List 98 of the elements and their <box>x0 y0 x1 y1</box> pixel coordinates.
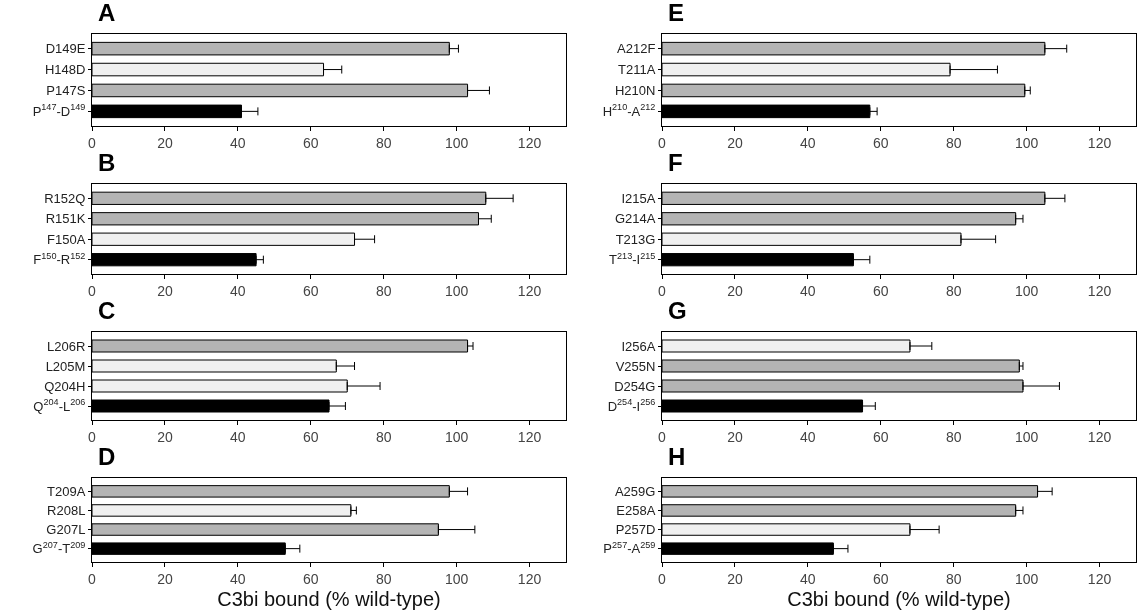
y-tick-label: T$^{213}$-I$^{215}$ <box>609 250 656 268</box>
x-tick-label: 120 <box>1087 428 1112 445</box>
chart-title: A <box>98 0 116 26</box>
x-tick-label: 60 <box>302 428 319 445</box>
x-tick-label: 120 <box>517 570 542 587</box>
x-tick-label: 0 <box>658 282 667 299</box>
x-tick-label: 40 <box>230 570 246 587</box>
x-tick-label: 100 <box>1014 570 1039 587</box>
y-tick-label: H210N <box>614 83 656 98</box>
x-tick-label: 40 <box>230 282 246 299</box>
x-tick-label: 0 <box>88 134 97 151</box>
chart-title: F <box>668 148 683 176</box>
x-tick-label: 120 <box>1087 570 1112 587</box>
x-tick-label: 100 <box>444 134 469 151</box>
y-tick-label: I215A <box>621 190 656 206</box>
x-tick-label: 80 <box>375 282 392 299</box>
x-tick-label: 0 <box>88 570 97 587</box>
y-tick-label: T211A <box>618 62 656 78</box>
x-tick-label: 40 <box>800 134 816 151</box>
y-tick-label: D254G <box>614 378 656 394</box>
y-tick-label: L205M <box>45 358 86 374</box>
y-tick-label: T209A <box>47 483 86 499</box>
chart-title: D <box>98 442 116 470</box>
x-tick-label: 120 <box>517 428 542 445</box>
x-tick-label: 80 <box>375 134 392 151</box>
x-tick-label: 100 <box>444 282 469 299</box>
x-tick-label: 100 <box>1014 134 1039 151</box>
x-tick-label: 40 <box>230 134 246 151</box>
x-tick-label: 40 <box>800 282 816 299</box>
y-tick-label: G207L <box>46 522 86 538</box>
x-axis-title: C3bi bound (% wild-type) <box>787 588 1011 611</box>
y-tick-label: P$^{147}$-D$^{149}$ <box>32 102 86 119</box>
y-tick-label: D$^{254}$-I$^{256}$ <box>607 397 656 414</box>
y-tick-label: H148D <box>44 62 86 78</box>
x-tick-label: 0 <box>658 570 667 587</box>
y-tick-label: F150A <box>47 231 86 247</box>
x-tick-label: 80 <box>945 428 962 445</box>
x-tick-label: 80 <box>945 282 962 299</box>
x-tick-label: 80 <box>945 570 962 587</box>
y-tick-label: D149E <box>45 41 86 57</box>
x-tick-label: 120 <box>1087 282 1112 299</box>
x-tick-label: 20 <box>727 570 743 587</box>
x-tick-label: 100 <box>444 570 469 587</box>
y-tick-label: E258A <box>616 503 656 518</box>
chart-title: C <box>98 296 116 324</box>
y-tick-label: R151K <box>45 211 86 227</box>
y-tick-label: I256A <box>621 338 656 354</box>
x-tick-label: 20 <box>727 428 743 445</box>
y-tick-label: V255N <box>615 358 656 374</box>
x-tick-label: 40 <box>800 570 816 587</box>
x-tick-label: 80 <box>945 134 962 151</box>
y-tick-label: R152Q <box>44 190 86 206</box>
x-tick-label: 20 <box>727 282 743 299</box>
y-tick-label: A259G <box>614 483 656 499</box>
x-tick-label: 120 <box>517 282 542 299</box>
x-tick-label: 20 <box>157 570 173 587</box>
chart-title: E <box>668 0 685 26</box>
y-tick-label: L206R <box>47 338 86 354</box>
x-tick-label: 80 <box>375 570 392 587</box>
x-tick-label: 120 <box>517 134 542 151</box>
x-tick-label: 20 <box>157 134 173 151</box>
x-tick-label: 60 <box>872 428 889 445</box>
x-tick-label: 20 <box>157 428 173 445</box>
x-tick-label: 0 <box>88 282 97 299</box>
y-tick-label: Q$^{204}$-L$^{206}$ <box>33 397 86 414</box>
x-tick-label: 40 <box>800 428 816 445</box>
y-tick-label: H$^{210}$-A$^{212}$ <box>602 102 656 119</box>
x-tick-label: 100 <box>1014 282 1039 299</box>
x-tick-label: 60 <box>302 570 319 587</box>
x-tick-label: 100 <box>1014 428 1039 445</box>
y-tick-label: A212F <box>617 41 656 57</box>
chart-title: G <box>668 296 687 324</box>
x-tick-label: 60 <box>872 282 889 299</box>
y-tick-label: T213G <box>615 231 656 247</box>
x-tick-label: 20 <box>157 282 173 299</box>
chart-title: B <box>98 148 116 176</box>
y-tick-label: P257D <box>615 522 656 538</box>
x-axis-title: C3bi bound (% wild-type) <box>217 588 441 611</box>
x-tick-label: 60 <box>302 282 319 299</box>
x-tick-label: 80 <box>375 428 392 445</box>
x-tick-label: 40 <box>230 428 246 445</box>
x-tick-label: 0 <box>658 428 667 445</box>
x-tick-label: 60 <box>872 570 889 587</box>
y-tick-label: Q204H <box>44 378 86 394</box>
y-tick-label: R208L <box>47 503 86 518</box>
chart-title: H <box>668 442 686 470</box>
y-tick-label: F$^{150}$-R$^{152}$ <box>33 250 86 268</box>
y-tick-label: G$^{207}$-T$^{209}$ <box>32 539 86 557</box>
x-tick-label: 60 <box>872 134 889 151</box>
x-tick-label: 20 <box>727 134 743 151</box>
x-tick-label: 60 <box>302 134 319 151</box>
x-tick-label: 0 <box>658 134 667 151</box>
x-tick-label: 120 <box>1087 134 1112 151</box>
y-tick-label: P$^{257}$-A$^{259}$ <box>603 539 656 557</box>
x-tick-label: 0 <box>88 428 97 445</box>
y-tick-label: P147S <box>46 83 86 98</box>
x-tick-label: 100 <box>444 428 469 445</box>
y-tick-label: G214A <box>614 211 656 227</box>
